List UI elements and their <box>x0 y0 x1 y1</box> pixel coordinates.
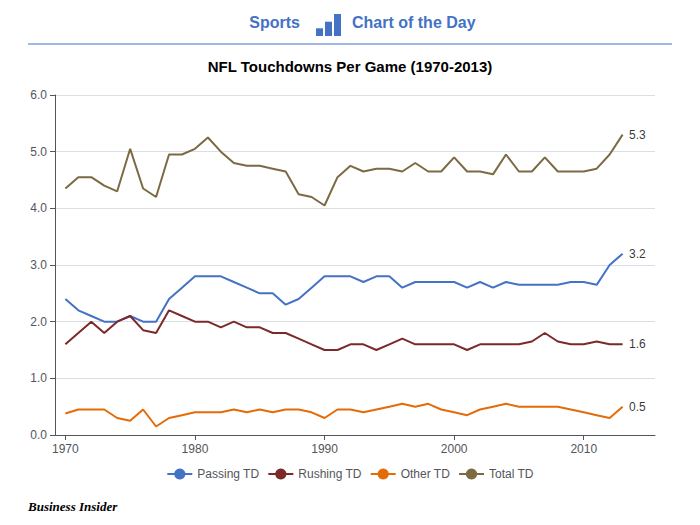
svg-text:Rushing TD: Rushing TD <box>298 467 361 481</box>
svg-text:1980: 1980 <box>182 442 209 456</box>
svg-text:4.0: 4.0 <box>30 201 47 215</box>
svg-text:5.3: 5.3 <box>629 128 646 142</box>
svg-text:6.0: 6.0 <box>30 88 47 102</box>
svg-text:5.0: 5.0 <box>30 145 47 159</box>
svg-text:Other TD: Other TD <box>401 467 450 481</box>
svg-text:1.6: 1.6 <box>629 337 646 351</box>
svg-text:3.0: 3.0 <box>30 258 47 272</box>
svg-text:2000: 2000 <box>441 442 468 456</box>
svg-text:Sports: Sports <box>249 14 300 31</box>
svg-text:2.0: 2.0 <box>30 315 47 329</box>
svg-text:Total TD: Total TD <box>489 467 534 481</box>
svg-text:1990: 1990 <box>311 442 338 456</box>
svg-text:Business Insider: Business Insider <box>27 499 118 514</box>
svg-text:1.0: 1.0 <box>30 371 47 385</box>
svg-text:3.2: 3.2 <box>629 247 646 261</box>
svg-text:Passing TD: Passing TD <box>197 467 259 481</box>
svg-text:1970: 1970 <box>52 442 79 456</box>
svg-text:0.5: 0.5 <box>629 400 646 414</box>
svg-text:0.0: 0.0 <box>30 428 47 442</box>
svg-text:2010: 2010 <box>570 442 597 456</box>
svg-text:Chart of the Day: Chart of the Day <box>352 14 476 31</box>
svg-text:NFL Touchdowns Per Game (1970-: NFL Touchdowns Per Game (1970-2013) <box>208 58 493 75</box>
